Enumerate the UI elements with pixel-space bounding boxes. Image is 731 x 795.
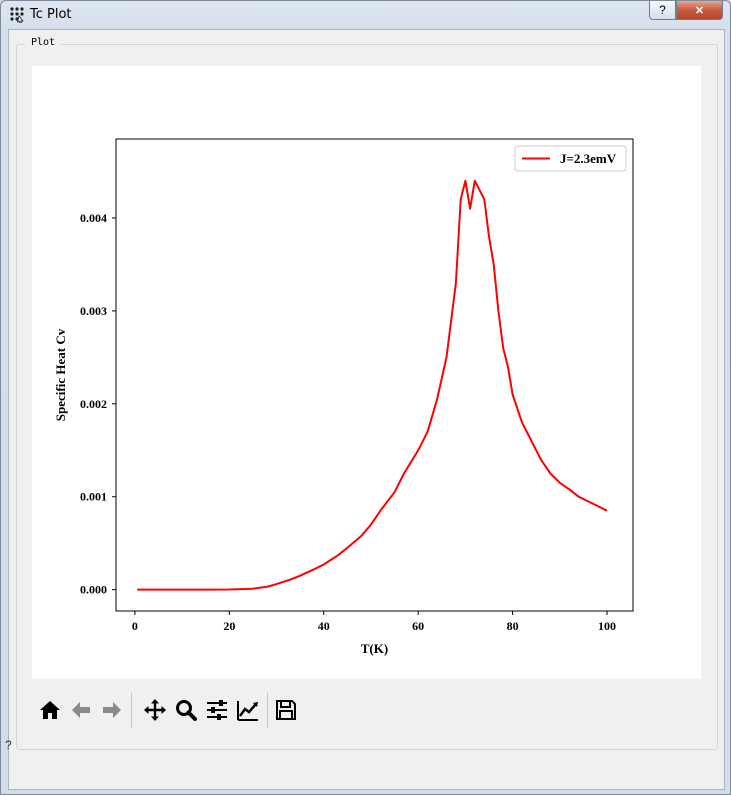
x-tick-label: 0 [132,619,138,633]
back-icon [72,702,90,718]
x-tick-label: 40 [318,619,330,633]
customize-icon [237,701,258,721]
help-label: ? [659,3,666,17]
status-help-icon[interactable]: ? [5,738,12,752]
plot-group-title: Plot [25,37,62,48]
close-button[interactable]: ✕ [676,1,723,20]
navigation-toolbar [35,692,335,728]
window-title: Tc Plot [30,7,72,22]
series-line [137,179,608,591]
zoom-button[interactable] [171,692,201,728]
forward-button[interactable] [97,692,127,728]
app-icon [10,7,24,23]
title-bar[interactable]: Tc Plot ? ✕ [1,1,730,29]
x-tick-label: 80 [507,619,519,633]
y-tick-label: 0.000 [80,583,107,597]
help-button[interactable]: ? [649,1,676,20]
forward-icon [103,702,121,718]
y-axis-label: Specific Heat Cv [53,328,68,421]
x-tick-label: 20 [223,619,235,633]
home-button[interactable] [35,692,65,728]
zoom-icon [176,700,197,721]
y-tick-label: 0.004 [80,211,107,225]
toolbar-separator [267,692,268,728]
customize-button[interactable] [233,692,263,728]
x-tick-label: 60 [412,619,424,633]
axes-frame [115,138,634,612]
y-tick-label: 0.003 [80,304,107,318]
pan-button[interactable] [140,692,170,728]
save-button[interactable] [271,692,301,728]
client-area: Plot 0 20 40 60 80 100 0.000 0.001 0.002 0.003 0.0… [8,29,725,790]
close-icon: ✕ [694,4,705,17]
subplots-button[interactable] [202,692,232,728]
x-axis-label: T(K) [361,641,388,656]
legend-box [514,145,627,172]
legend-label: J=2.3emV [560,151,617,166]
save-icon [276,700,296,720]
tc-chart: 0 20 40 60 80 100 0.000 0.001 0.002 0.003 0.004 T(K… [53,138,634,656]
plot-canvas[interactable]: 0 20 40 60 80 100 0.000 0.001 0.002 0.003 0.004 T(K… [32,66,701,679]
home-icon [40,701,60,719]
pan-icon [144,699,166,721]
toolbar-separator [131,692,132,728]
x-tick-label: 100 [598,619,616,633]
subplots-icon [207,700,227,720]
y-tick-label: 0.001 [80,490,107,504]
y-tick-label: 0.002 [80,397,107,411]
plot-groupbox [16,44,718,750]
back-button[interactable] [66,692,96,728]
